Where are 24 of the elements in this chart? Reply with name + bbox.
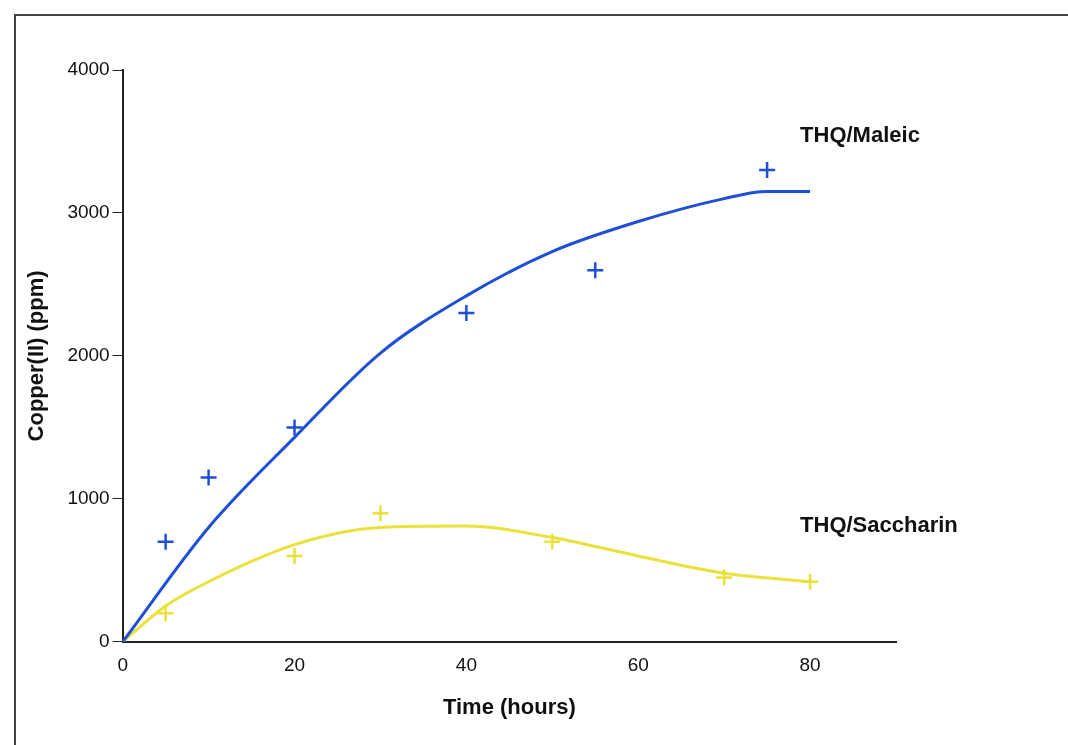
x-tick-label: 20 xyxy=(283,654,306,676)
y-axis-title: Copper(II) (ppm) xyxy=(23,270,49,442)
x-axis-title: Time (hours) xyxy=(442,693,576,719)
text: THQ/Maleic xyxy=(800,121,920,147)
point xyxy=(457,303,476,323)
point xyxy=(285,418,304,437)
point xyxy=(586,260,605,280)
x-tick-label: 80 xyxy=(799,654,821,676)
x-tick-label: 40 xyxy=(455,654,477,676)
x-tick-label: 60 xyxy=(627,654,649,676)
y-tick-label: 0 xyxy=(99,630,110,652)
point xyxy=(199,468,218,487)
point xyxy=(714,568,734,587)
point xyxy=(543,532,562,551)
point xyxy=(156,532,175,551)
point xyxy=(757,160,777,180)
y-tick-label: 2000 xyxy=(67,344,110,366)
series-label: THQ/Saccharin xyxy=(800,511,958,537)
x-tick-label: 0 xyxy=(117,654,128,676)
y-tick-label: 1000 xyxy=(67,487,110,509)
y-tick-label: 4000 xyxy=(67,58,110,80)
point xyxy=(285,546,304,566)
point xyxy=(371,503,390,523)
y-tick-label: 3000 xyxy=(67,201,110,223)
